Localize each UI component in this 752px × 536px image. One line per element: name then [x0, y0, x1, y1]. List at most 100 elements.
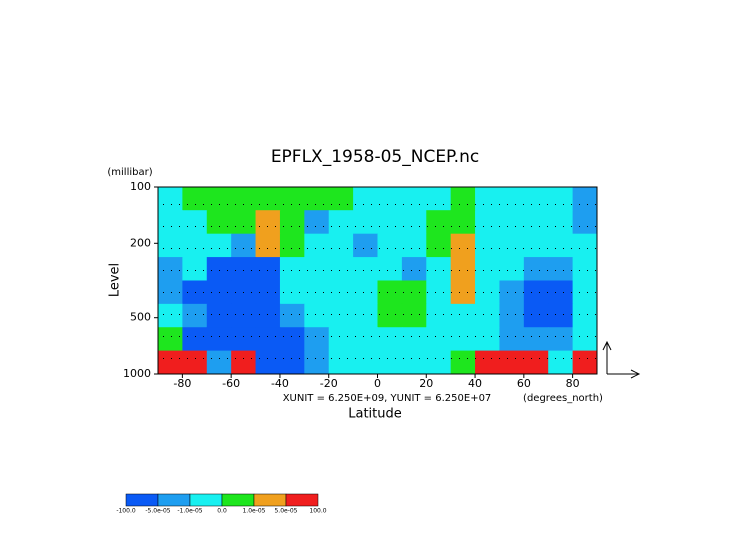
grid-dot: [179, 226, 180, 227]
grid-dot: [299, 204, 300, 205]
grid-dot: [203, 336, 204, 337]
grid-dot: [579, 248, 580, 249]
grid-dot: [547, 204, 548, 205]
grid-dot: [499, 270, 500, 271]
grid-dot: [347, 204, 348, 205]
colorbar-swatch: [285, 493, 319, 507]
contour-cell: [450, 303, 476, 328]
grid-dot: [387, 248, 388, 249]
grid-dot: [483, 248, 484, 249]
grid-dot: [419, 270, 420, 271]
contour-cell: [548, 327, 574, 352]
grid-dot: [435, 248, 436, 249]
grid-dot: [435, 204, 436, 205]
contour-cell: [401, 327, 427, 352]
contour-cell: [279, 210, 305, 235]
grid-dot: [347, 270, 348, 271]
grid-dot: [315, 314, 316, 315]
grid-dot: [387, 314, 388, 315]
contour-cell: [499, 210, 525, 235]
grid-dot: [187, 336, 188, 337]
grid-dot: [171, 358, 172, 359]
grid-dot: [531, 226, 532, 227]
grid-dot: [275, 358, 276, 359]
grid-dot: [259, 314, 260, 315]
grid-dot: [211, 226, 212, 227]
x-tick-label: -20: [320, 377, 338, 390]
contour-cell: [401, 187, 427, 211]
grid-dot: [547, 292, 548, 293]
grid-dot: [555, 314, 556, 315]
contour-cell: [255, 303, 281, 328]
grid-dot: [435, 358, 436, 359]
grid-dot: [195, 248, 196, 249]
grid-dot: [339, 226, 340, 227]
grid-dot: [523, 292, 524, 293]
contour-cell: [158, 187, 183, 211]
grid-dot: [499, 314, 500, 315]
grid-dot: [379, 270, 380, 271]
grid-dot: [411, 314, 412, 315]
grid-dot: [459, 270, 460, 271]
grid-dot: [315, 226, 316, 227]
contour-cell: [377, 210, 403, 235]
grid-dot: [579, 292, 580, 293]
grid-dot: [379, 226, 380, 227]
grid-dot: [499, 248, 500, 249]
grid-dot: [515, 358, 516, 359]
grid-dot: [427, 314, 428, 315]
contour-cell: [353, 233, 378, 258]
grid-dot: [307, 336, 308, 337]
grid-dot: [211, 336, 212, 337]
grid-dot: [467, 358, 468, 359]
grid-dot: [459, 336, 460, 337]
grid-dot: [547, 270, 548, 271]
contour-cell: [255, 233, 281, 258]
grid-dot: [339, 292, 340, 293]
grid-dot: [243, 314, 244, 315]
grid-dot: [195, 204, 196, 205]
grid-dot: [443, 358, 444, 359]
contour-cell: [158, 233, 183, 258]
grid-dot: [579, 270, 580, 271]
contour-cell: [304, 350, 330, 375]
grid-dot: [531, 336, 532, 337]
grid-dot: [203, 204, 204, 205]
contour-cell: [450, 280, 476, 305]
grid-dot: [283, 336, 284, 337]
grid-dot: [307, 204, 308, 205]
grid-dot: [539, 292, 540, 293]
grid-dot: [499, 226, 500, 227]
contour-cell: [206, 350, 232, 375]
contour-cell: [328, 303, 354, 328]
grid-dot: [315, 358, 316, 359]
grid-dot: [195, 336, 196, 337]
grid-dot: [563, 248, 564, 249]
contour-cell: [182, 327, 208, 352]
grid-dot: [227, 358, 228, 359]
grid-dot: [235, 204, 236, 205]
grid-dot: [259, 226, 260, 227]
contour-cell: [548, 233, 574, 258]
grid-dot: [363, 204, 364, 205]
grid-dot: [579, 226, 580, 227]
grid-dot: [491, 314, 492, 315]
grid-dot: [571, 292, 572, 293]
grid-dot: [507, 270, 508, 271]
colorbar: -100.0 -5.0e-05 -1.0e-05 0.0 1.0e-05 5.0e-05 1…: [116, 493, 327, 515]
contour-cell: [231, 187, 257, 211]
grid-dot: [227, 204, 228, 205]
grid-dot: [259, 270, 260, 271]
x-tick-label: 20: [419, 377, 433, 390]
grid-dot: [587, 314, 588, 315]
contour-cell: [572, 187, 598, 211]
grid-dot: [563, 292, 564, 293]
grid-dot: [339, 314, 340, 315]
grid-dot: [563, 358, 564, 359]
grid-dot: [523, 226, 524, 227]
grid-dot: [355, 248, 356, 249]
grid-dot: [435, 314, 436, 315]
grid-dot: [283, 358, 284, 359]
grid-dot: [235, 314, 236, 315]
